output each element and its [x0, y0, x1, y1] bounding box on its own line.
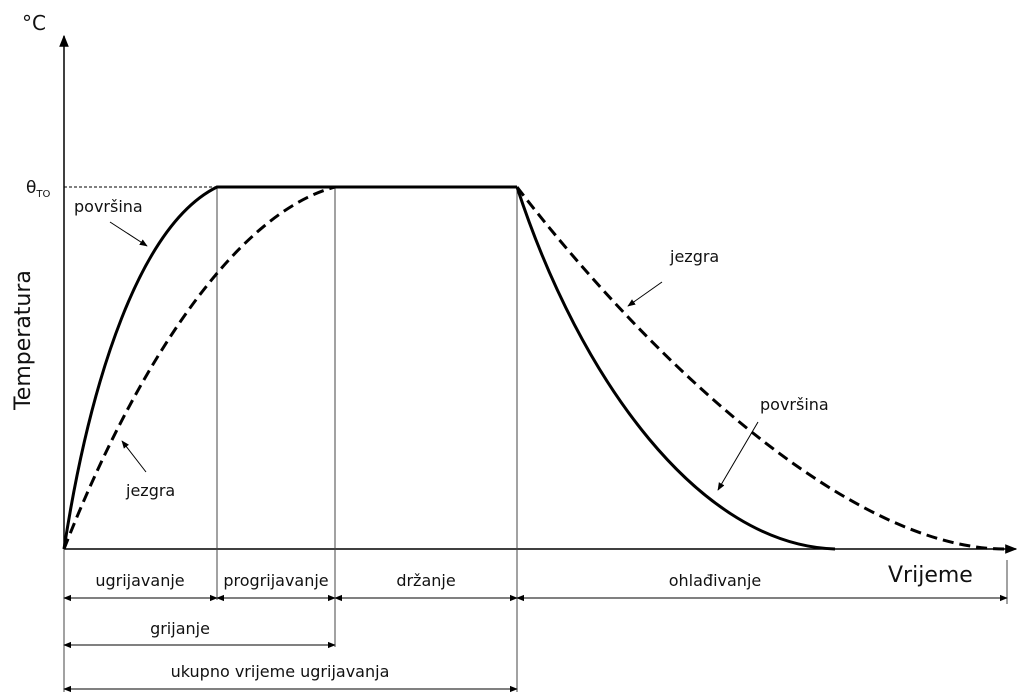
level-subscript: TO [35, 189, 50, 200]
curve-label: površina [74, 197, 143, 216]
phase-label: ugrijavanje [95, 571, 184, 590]
curve-label: jezgra [669, 247, 719, 266]
pointer [109, 221, 148, 247]
phase-label: ohlađivanje [669, 571, 761, 590]
pointer [121, 440, 147, 473]
dimension-row [63, 594, 1008, 693]
phase-label: progrijavanje [223, 571, 328, 590]
level-symbol: θ [26, 178, 36, 198]
curve-label: jezgra [125, 481, 175, 500]
surface-heating-curve [62, 185, 517, 550]
pointer [627, 281, 663, 307]
level-label: θTO [26, 178, 51, 200]
pointer [717, 421, 759, 491]
core-cooling-curve [515, 186, 1006, 551]
span-label: ukupno vrijeme ugrijavanja [171, 662, 390, 681]
curve-label: površina [760, 395, 829, 414]
y-label: Temperatura [11, 270, 36, 411]
core-heating-curve [62, 185, 336, 550]
y-unit: °C [22, 11, 46, 35]
surface-cooling-curve [515, 186, 836, 551]
x-label: Vrijeme [888, 563, 973, 588]
phase-label: držanje [396, 571, 455, 590]
span-label: grijanje [150, 619, 210, 638]
